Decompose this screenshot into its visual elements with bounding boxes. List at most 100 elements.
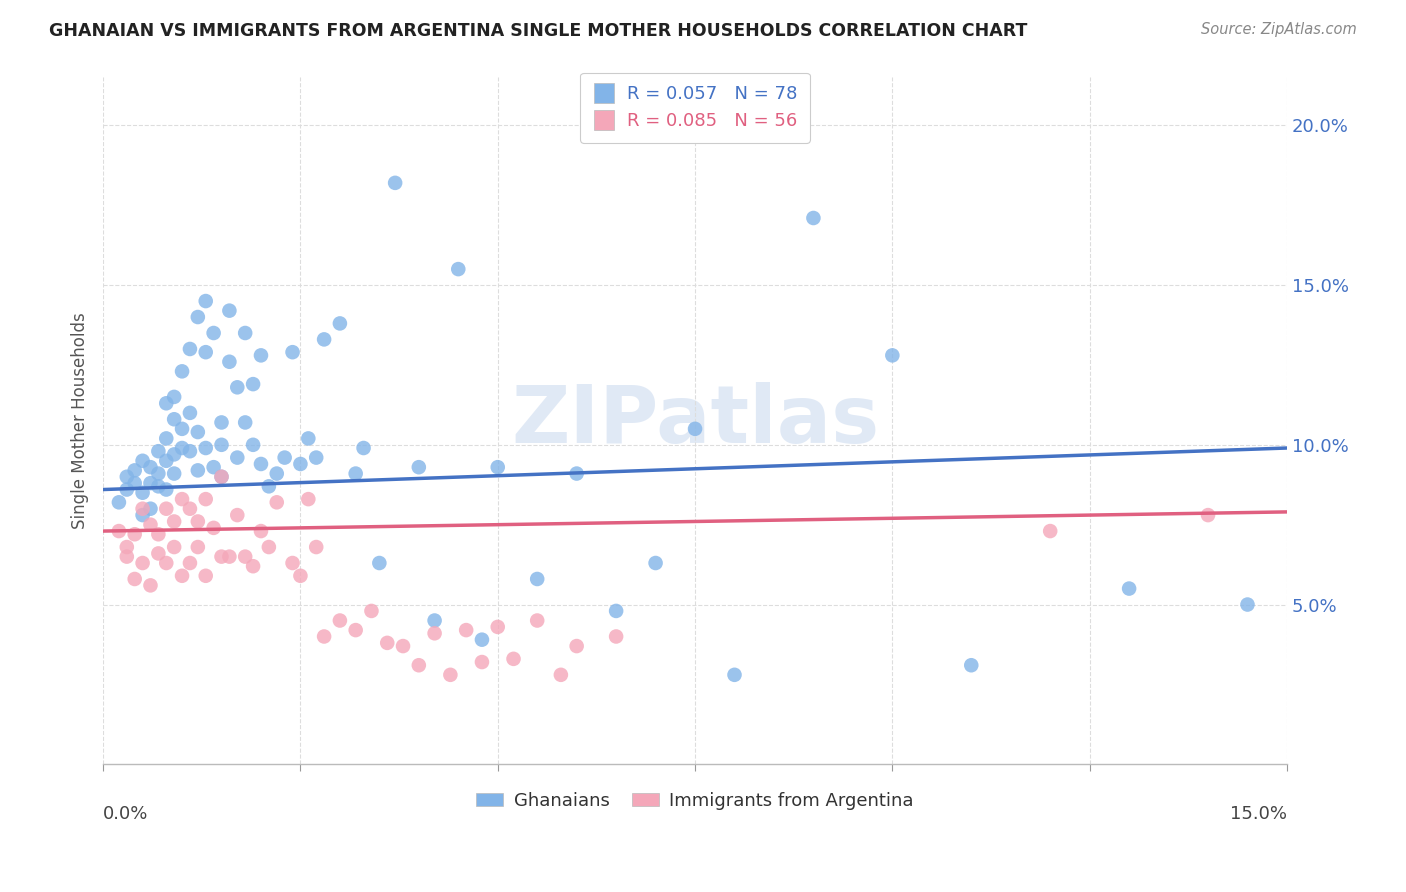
Point xyxy=(163,467,186,481)
Point xyxy=(124,527,146,541)
Point xyxy=(257,479,280,493)
Point xyxy=(148,444,170,458)
Point xyxy=(242,377,264,392)
Point xyxy=(187,515,209,529)
Point xyxy=(486,620,509,634)
Legend: Ghanaians, Immigrants from Argentina: Ghanaians, Immigrants from Argentina xyxy=(468,785,921,817)
Point xyxy=(242,559,264,574)
Point xyxy=(408,658,430,673)
Point xyxy=(163,447,186,461)
Point xyxy=(155,556,177,570)
Point xyxy=(644,556,666,570)
Point xyxy=(131,454,153,468)
Point xyxy=(139,460,162,475)
Point xyxy=(233,326,256,340)
Point xyxy=(170,569,193,583)
Point xyxy=(353,441,375,455)
Point xyxy=(439,668,461,682)
Point xyxy=(314,630,336,644)
Point xyxy=(882,348,904,362)
Point xyxy=(170,364,193,378)
Point xyxy=(344,467,367,481)
Point xyxy=(250,457,273,471)
Point xyxy=(124,463,146,477)
Point xyxy=(305,540,328,554)
Point xyxy=(131,508,153,522)
Point xyxy=(281,345,304,359)
Point xyxy=(211,416,233,430)
Point xyxy=(124,572,146,586)
Point xyxy=(314,332,336,346)
Point xyxy=(803,211,825,225)
Point xyxy=(179,444,201,458)
Point xyxy=(1039,524,1062,538)
Point xyxy=(108,495,131,509)
Point xyxy=(155,396,177,410)
Text: GHANAIAN VS IMMIGRANTS FROM ARGENTINA SINGLE MOTHER HOUSEHOLDS CORRELATION CHART: GHANAIAN VS IMMIGRANTS FROM ARGENTINA SI… xyxy=(49,22,1028,40)
Point xyxy=(115,483,138,497)
Point xyxy=(392,639,415,653)
Point xyxy=(502,652,524,666)
Point xyxy=(226,450,249,465)
Point xyxy=(1197,508,1219,522)
Point xyxy=(187,310,209,324)
Point xyxy=(297,492,319,507)
Point xyxy=(170,492,193,507)
Point xyxy=(194,441,217,455)
Point xyxy=(281,556,304,570)
Point xyxy=(187,463,209,477)
Point xyxy=(290,457,312,471)
Point xyxy=(139,501,162,516)
Point xyxy=(471,655,494,669)
Point xyxy=(471,632,494,647)
Point xyxy=(202,460,225,475)
Point xyxy=(131,556,153,570)
Point xyxy=(148,479,170,493)
Point xyxy=(163,515,186,529)
Point xyxy=(257,540,280,554)
Point xyxy=(139,517,162,532)
Point xyxy=(139,578,162,592)
Point xyxy=(550,668,572,682)
Point xyxy=(233,549,256,564)
Point xyxy=(139,476,162,491)
Point xyxy=(179,342,201,356)
Point xyxy=(360,604,382,618)
Point xyxy=(211,469,233,483)
Text: Source: ZipAtlas.com: Source: ZipAtlas.com xyxy=(1201,22,1357,37)
Point xyxy=(218,549,240,564)
Point xyxy=(226,508,249,522)
Point xyxy=(194,294,217,309)
Point xyxy=(148,467,170,481)
Text: ZIPatlas: ZIPatlas xyxy=(510,382,879,460)
Point xyxy=(124,476,146,491)
Point xyxy=(329,317,352,331)
Point xyxy=(526,614,548,628)
Point xyxy=(1236,598,1258,612)
Point xyxy=(266,495,288,509)
Point xyxy=(565,467,588,481)
Point xyxy=(218,303,240,318)
Point xyxy=(194,492,217,507)
Point xyxy=(305,450,328,465)
Point xyxy=(163,390,186,404)
Point xyxy=(155,454,177,468)
Point xyxy=(211,438,233,452)
Point xyxy=(194,345,217,359)
Point xyxy=(683,422,706,436)
Point xyxy=(368,556,391,570)
Y-axis label: Single Mother Households: Single Mother Households xyxy=(72,312,89,529)
Point xyxy=(408,460,430,475)
Point xyxy=(148,546,170,560)
Point xyxy=(375,636,398,650)
Point xyxy=(202,521,225,535)
Point xyxy=(163,540,186,554)
Point xyxy=(290,569,312,583)
Point xyxy=(723,668,745,682)
Point xyxy=(423,614,446,628)
Point xyxy=(155,483,177,497)
Point xyxy=(115,540,138,554)
Point xyxy=(250,348,273,362)
Point xyxy=(155,432,177,446)
Point xyxy=(447,262,470,277)
